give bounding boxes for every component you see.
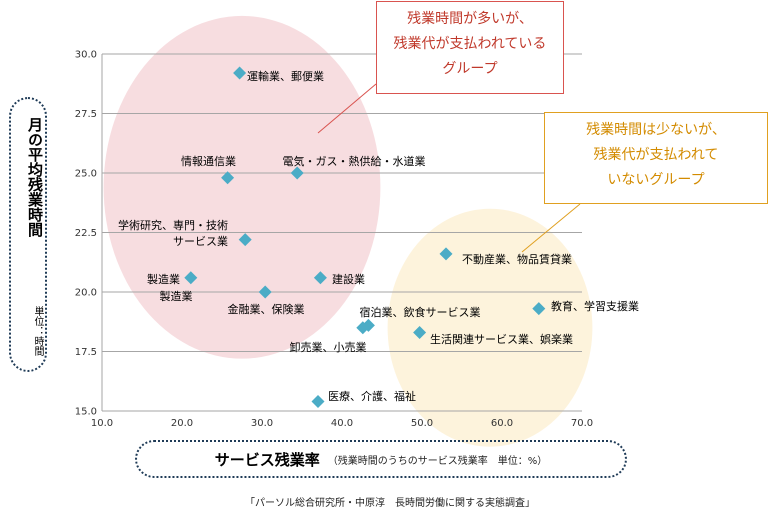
callout-leader-yellow <box>521 203 581 253</box>
point-label: サービス業 <box>173 235 228 248</box>
point-label: 生活関連サービス業、娯楽業 <box>430 332 573 346</box>
data-point <box>221 171 235 185</box>
x-axis-label-box: サービス残業率 （残業時間のうちのサービス残業率 単位：%） <box>135 440 627 478</box>
callout-line: 残業時間は少ないが、 <box>586 122 726 138</box>
y-axis-label: 月の平均残業時間 <box>26 117 44 237</box>
point-label: 製造業 <box>160 289 193 303</box>
data-point <box>313 271 327 285</box>
tick-labels: 15.0 17.5 20.0 22.5 25.0 27.5 30.0 10.0 20.0 30.0… <box>75 50 593 430</box>
point-label: 宿泊業、飲食サービス業 <box>360 305 481 319</box>
data-point <box>439 247 453 261</box>
callout-line: グループ <box>442 61 498 77</box>
data-point <box>184 271 198 285</box>
x-axis-label: サービス残業率 <box>214 450 320 469</box>
data-point <box>233 66 247 80</box>
data-points <box>184 66 546 408</box>
x-tick-label: 40.0 <box>331 418 353 429</box>
callout-leader-red <box>317 83 377 134</box>
point-label: 金融業、保険業 <box>228 302 305 316</box>
point-label: 電気・ガス・熱供給・水道業 <box>283 154 426 168</box>
y-tick-label: 17.5 <box>75 347 97 358</box>
point-label: 情報通信業 <box>181 155 236 168</box>
point-label: 医療、介護、福祉 <box>328 389 416 403</box>
y-tick-label: 15.0 <box>75 407 97 418</box>
x-axis-note: （残業時間のうちのサービス残業率 単位：%） <box>327 455 548 467</box>
leader-lines <box>317 83 581 253</box>
point-label: 教育、学習支援業 <box>551 299 639 313</box>
y-axis-label-box: 月の平均残業時間 単位：時間 <box>9 97 47 372</box>
y-tick-label: 25.0 <box>75 169 97 180</box>
y-tick-label: 20.0 <box>75 288 97 299</box>
x-tick-label: 60.0 <box>491 418 513 429</box>
y-axis-unit: 単位：時間 <box>32 306 43 356</box>
callout-low-overtime-unpaid: 残業時間は少ないが、 残業代が支払われて いないグループ <box>544 112 768 204</box>
callout-line: いないグループ <box>607 172 705 188</box>
data-point <box>258 285 272 299</box>
data-point <box>311 394 325 408</box>
group-ellipse-2 <box>387 208 593 447</box>
point-label: 運輸業、郵便業 <box>247 69 324 83</box>
data-point <box>413 325 427 339</box>
callout-high-overtime-paid: 残業時間が多いが、 残業代が支払われている グループ <box>376 1 564 94</box>
y-tick-label: 22.5 <box>75 228 97 239</box>
x-tick-label: 70.0 <box>571 418 593 429</box>
x-tick-label: 50.0 <box>411 418 433 429</box>
data-point <box>238 233 252 247</box>
x-tick-label: 30.0 <box>251 418 273 429</box>
source-citation: 「パーソル総合研究所・中原淳 長時間労働に関する実態調査」 <box>245 498 535 509</box>
group-ellipses <box>103 15 593 447</box>
x-tick-label: 10.0 <box>91 418 113 429</box>
callout-line: 残業代が支払われている <box>393 36 547 52</box>
y-tick-label: 30.0 <box>75 50 97 61</box>
point-label: 建設業 <box>332 272 365 286</box>
point-label: 卸売業、小売業 <box>290 340 367 354</box>
x-tick-label: 20.0 <box>171 418 193 429</box>
data-point <box>532 302 546 316</box>
point-label: 製造業 <box>147 272 180 286</box>
data-point <box>290 166 304 180</box>
y-tick-label: 27.5 <box>75 109 97 120</box>
point-label: 不動産業、物品賃貸業 <box>462 252 572 266</box>
callout-line: 残業代が支払われて <box>593 147 719 163</box>
group-ellipse-1 <box>103 15 381 359</box>
data-point <box>356 321 370 335</box>
point-label: 学術研究、専門・技術 <box>118 218 228 232</box>
callout-line: 残業時間が多いが、 <box>407 11 533 27</box>
